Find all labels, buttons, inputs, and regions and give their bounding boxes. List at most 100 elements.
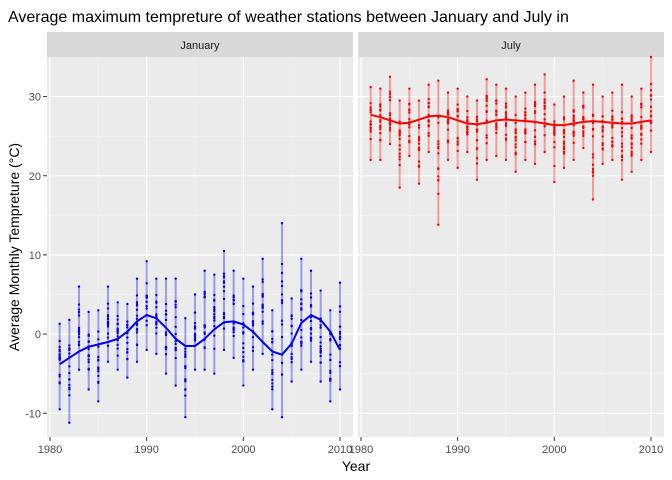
data-point xyxy=(533,102,537,106)
data-point xyxy=(164,353,168,356)
data-point xyxy=(87,354,90,357)
data-point xyxy=(213,315,216,318)
data-point xyxy=(388,90,392,94)
data-point xyxy=(184,388,187,391)
data-point xyxy=(251,320,255,324)
point-range xyxy=(290,298,293,382)
data-point xyxy=(640,127,643,131)
data-point xyxy=(97,400,100,403)
data-point xyxy=(155,293,158,297)
data-point xyxy=(126,376,129,379)
data-point xyxy=(68,347,71,350)
data-point xyxy=(271,309,274,312)
data-point xyxy=(213,293,216,297)
data-point xyxy=(475,162,479,165)
data-point xyxy=(427,134,430,137)
data-point xyxy=(611,141,614,144)
data-point xyxy=(116,314,119,318)
data-point xyxy=(591,174,595,177)
data-point xyxy=(475,148,479,151)
data-point xyxy=(485,99,488,103)
data-point xyxy=(533,83,537,86)
data-point xyxy=(649,114,653,117)
data-point xyxy=(620,134,624,138)
data-point xyxy=(417,160,421,163)
data-point xyxy=(135,317,139,321)
point-range xyxy=(165,278,167,374)
data-point xyxy=(388,75,392,78)
data-point xyxy=(562,129,566,133)
data-point xyxy=(504,123,508,126)
data-point xyxy=(126,351,129,354)
data-point xyxy=(174,340,177,343)
data-point xyxy=(591,113,595,117)
data-point xyxy=(379,108,382,111)
x-tick-label: 2010 xyxy=(639,444,663,456)
data-point xyxy=(572,130,575,134)
data-point xyxy=(68,371,71,375)
data-point xyxy=(222,272,226,275)
data-point xyxy=(280,361,284,365)
data-point xyxy=(611,158,614,162)
data-point xyxy=(649,110,653,113)
data-point xyxy=(174,346,177,350)
data-point xyxy=(145,300,148,304)
year-points-1982 xyxy=(379,87,382,162)
data-point xyxy=(388,142,392,146)
data-point xyxy=(300,257,303,261)
data-point xyxy=(97,381,100,385)
data-point xyxy=(524,140,527,144)
data-point xyxy=(213,372,216,375)
x-tick-label: 2000 xyxy=(231,444,255,456)
data-point xyxy=(379,138,382,142)
data-point xyxy=(417,148,421,152)
data-point xyxy=(174,332,177,336)
data-point xyxy=(475,157,479,160)
data-point xyxy=(591,156,595,159)
data-point xyxy=(242,304,245,308)
data-point xyxy=(369,85,372,89)
data-point xyxy=(242,277,245,280)
data-point xyxy=(475,130,479,133)
data-point xyxy=(174,303,177,307)
year-points-1999 xyxy=(232,269,235,360)
data-point xyxy=(145,305,148,308)
data-point xyxy=(97,338,100,341)
data-point xyxy=(640,87,643,90)
data-point xyxy=(184,350,187,353)
data-point xyxy=(68,421,71,424)
data-point xyxy=(290,352,293,356)
data-point xyxy=(271,341,274,344)
smooth-line-july xyxy=(370,113,652,127)
data-point xyxy=(126,341,129,345)
data-point xyxy=(242,355,245,358)
data-point xyxy=(427,101,430,105)
data-point xyxy=(203,331,206,334)
data-point xyxy=(106,332,110,335)
data-point xyxy=(126,348,129,351)
data-point xyxy=(184,365,187,368)
data-point xyxy=(417,139,421,142)
data-point xyxy=(271,382,274,385)
data-point xyxy=(427,97,430,101)
data-point xyxy=(116,335,119,338)
data-point xyxy=(68,365,71,368)
data-point xyxy=(319,347,322,350)
data-point xyxy=(203,295,206,298)
data-point xyxy=(116,368,119,371)
data-point xyxy=(251,302,255,305)
x-axis-label: Year xyxy=(342,458,371,474)
data-point xyxy=(572,79,575,82)
data-point xyxy=(97,355,100,359)
data-point xyxy=(620,110,624,114)
data-point xyxy=(601,126,604,129)
data-point xyxy=(620,158,624,162)
year-points-1987 xyxy=(427,83,430,154)
data-point xyxy=(533,104,537,108)
data-point xyxy=(427,131,430,135)
data-point xyxy=(611,123,614,127)
point-range xyxy=(194,294,196,370)
data-point xyxy=(116,343,119,347)
data-point xyxy=(106,317,110,321)
